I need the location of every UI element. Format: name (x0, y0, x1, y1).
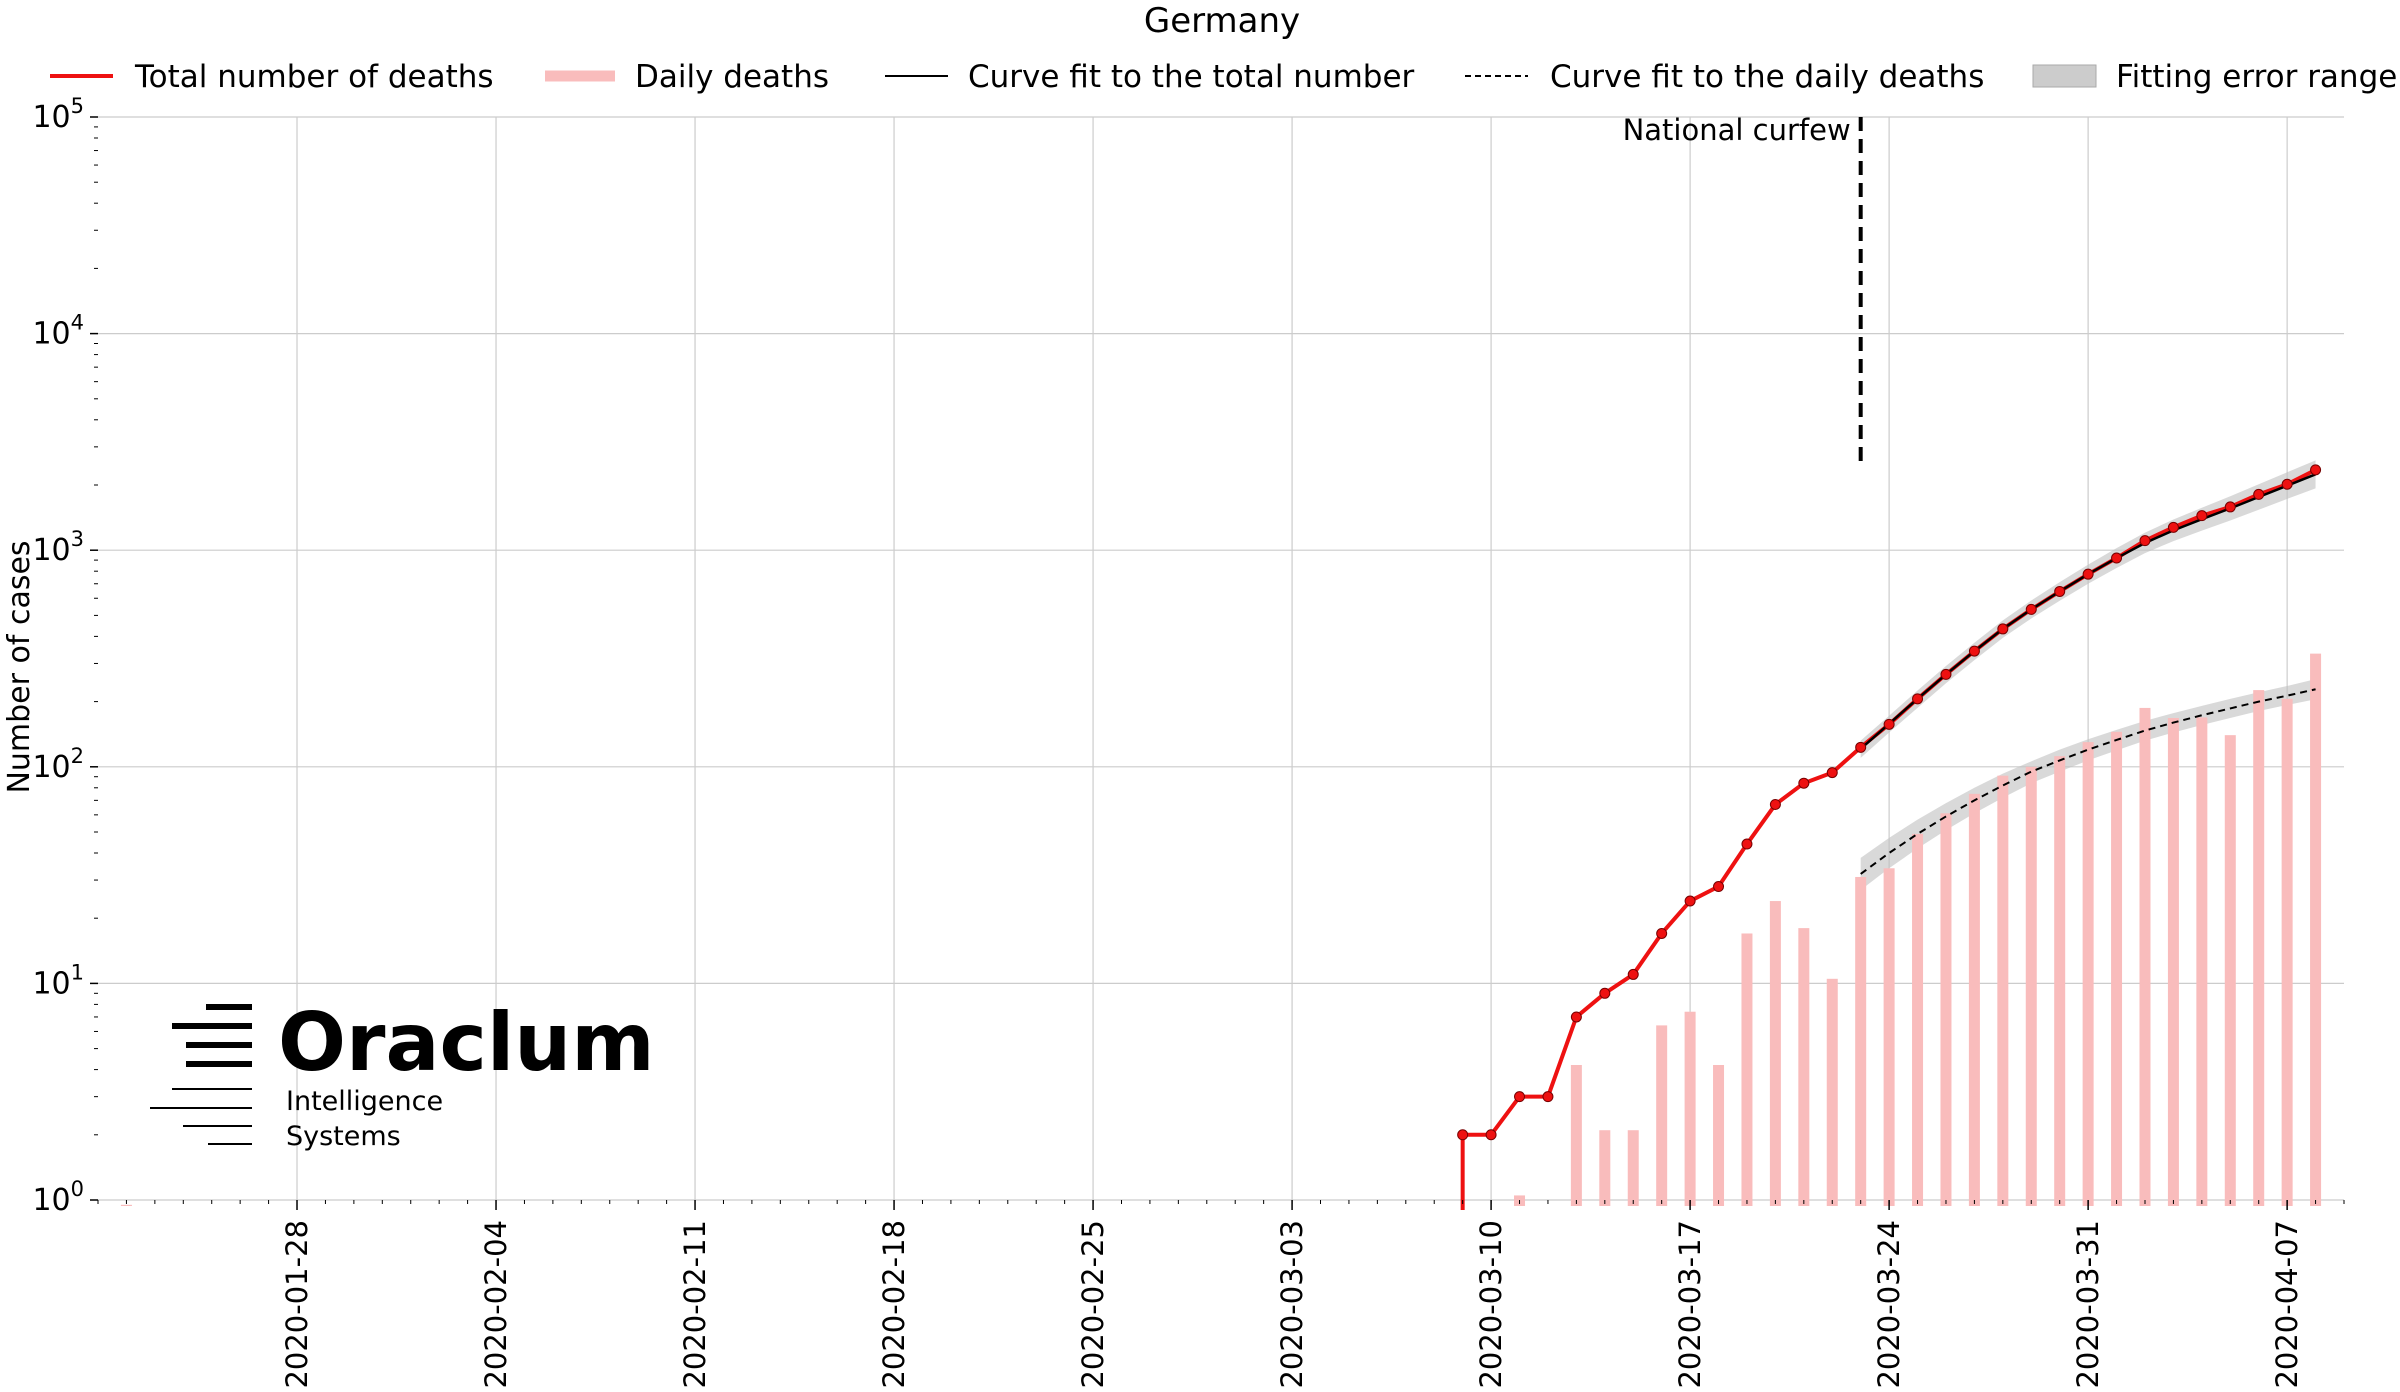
legend-label: Curve fit to the daily deaths (1550, 59, 1984, 95)
oraclum-logo: Oraclum Intelligence Systems (150, 996, 655, 1152)
x-tick-label: 2020-02-25 (1076, 1220, 1110, 1389)
logo-bars-icon (150, 1004, 252, 1145)
total-deaths-point (2082, 568, 2094, 580)
total-deaths-point (1798, 777, 1810, 789)
grid (98, 116, 2344, 1201)
daily-death-bar (1713, 1065, 1725, 1206)
daily-death-bar (1570, 1065, 1582, 1206)
logo-line2: Systems (286, 1121, 401, 1152)
daily-death-bar (1997, 775, 2009, 1206)
total-deaths-point (2054, 585, 2066, 597)
x-tick-label: 2020-02-04 (479, 1220, 513, 1389)
daily-death-bar (2082, 742, 2094, 1206)
total-deaths-point (2196, 510, 2208, 522)
daily-death-bar (1855, 876, 1867, 1206)
legend-swatch (2032, 64, 2097, 88)
total-deaths-point (1599, 987, 1611, 999)
y-tick-label: 105 (32, 94, 84, 135)
daily-death-bar (1741, 933, 1753, 1206)
total-deaths-point (1713, 881, 1725, 893)
total-deaths-point (1997, 623, 2009, 635)
daily-death-bar (2025, 766, 2037, 1206)
total-deaths-point (1514, 1091, 1526, 1103)
total-deaths-point (2224, 501, 2236, 513)
daily-death-bar (2281, 698, 2293, 1206)
total-deaths-point (1968, 645, 1980, 657)
y-axis-label: Number of cases (2, 540, 37, 793)
daily-death-bar (1684, 1011, 1696, 1206)
daily-death-bar (2196, 717, 2208, 1206)
x-tick-label: 2020-03-17 (1673, 1220, 1707, 1389)
daily-death-bar (2253, 690, 2265, 1206)
chart-title: Germany (1144, 1, 1300, 41)
daily-death-bar (1599, 1130, 1611, 1206)
daily-death-bar (2139, 707, 2151, 1206)
daily-death-bar (2224, 735, 2236, 1206)
total-deaths-point (1741, 838, 1753, 850)
y-tick-label: 102 (32, 744, 84, 785)
daily-deaths-bars (120, 653, 2322, 1206)
x-tick-label: 2020-03-24 (1872, 1220, 1906, 1389)
y-tick-label: 103 (32, 527, 84, 568)
daily-death-bar (120, 1204, 132, 1206)
x-tick-label: 2020-03-31 (2071, 1220, 2105, 1389)
x-tick-label: 2020-03-10 (1474, 1220, 1508, 1389)
curfew-label: National curfew (1623, 113, 1851, 147)
curfew-annotation: National curfew (1623, 113, 1863, 468)
total-deaths-point (1855, 741, 1867, 753)
total-deaths-point (2253, 488, 2265, 500)
legend: Total number of deaths Daily deaths Curve … (50, 59, 2397, 95)
daily-death-bar (1883, 868, 1895, 1206)
total-deaths-point (1656, 927, 1668, 939)
total-deaths-point (1912, 693, 1924, 705)
daily-death-bar (2111, 731, 2123, 1206)
total-deaths-point (2310, 464, 2322, 476)
total-deaths-point (1684, 895, 1696, 907)
total-deaths-point (2111, 552, 2123, 564)
daily-death-bar (1826, 978, 1838, 1206)
axes: 2020-01-28 2020-02-04 2020-02-11 2020-02-18… (32, 94, 2345, 1389)
total-deaths-point (1883, 718, 1895, 730)
total-deaths-point (1940, 668, 1952, 680)
total-deaths-point (1485, 1129, 1497, 1141)
daily-death-bar (1912, 833, 1924, 1206)
y-tick-label: 100 (32, 1177, 84, 1218)
x-tick-label: 2020-04-07 (2270, 1220, 2304, 1389)
daily-death-bar (2054, 756, 2066, 1206)
total-deaths-point (2139, 535, 2151, 547)
daily-death-bar (1656, 1025, 1668, 1206)
y-tick-label: 104 (32, 311, 84, 352)
daily-death-bar (1769, 901, 1781, 1206)
logo-name: Oraclum (278, 996, 655, 1089)
total-deaths-point (1769, 798, 1781, 810)
y-tick-label: 101 (32, 960, 84, 1001)
daily-death-bar (1798, 928, 1810, 1206)
x-tick-label: 2020-02-11 (678, 1220, 712, 1389)
daily-death-bar (2167, 717, 2179, 1206)
x-tick-label: 2020-03-03 (1275, 1220, 1309, 1389)
logo-line1: Intelligence (286, 1086, 443, 1117)
x-tick-label: 2020-01-28 (280, 1220, 314, 1389)
legend-label: Curve fit to the total number (968, 59, 1415, 95)
daily-death-bar (2310, 653, 2322, 1206)
total-deaths-point (2167, 521, 2179, 533)
total-deaths-point (1627, 968, 1639, 980)
daily-death-bar (1627, 1130, 1639, 1206)
total-deaths-point (2025, 603, 2037, 615)
total-deaths-point (1457, 1129, 1469, 1141)
total-deaths-point (1826, 767, 1838, 779)
total-deaths-point (2281, 478, 2293, 490)
daily-death-bar (1968, 793, 1980, 1206)
legend-label: Total number of deaths (134, 59, 494, 95)
legend-label: Fitting error range (2116, 59, 2397, 95)
x-tick-label: 2020-02-18 (877, 1220, 911, 1389)
total-deaths-point (1542, 1091, 1554, 1103)
total-deaths-point (1570, 1011, 1582, 1023)
legend-label: Daily deaths (635, 59, 829, 95)
daily-death-bar (1940, 813, 1952, 1206)
total-deaths-points (1457, 464, 2322, 1141)
